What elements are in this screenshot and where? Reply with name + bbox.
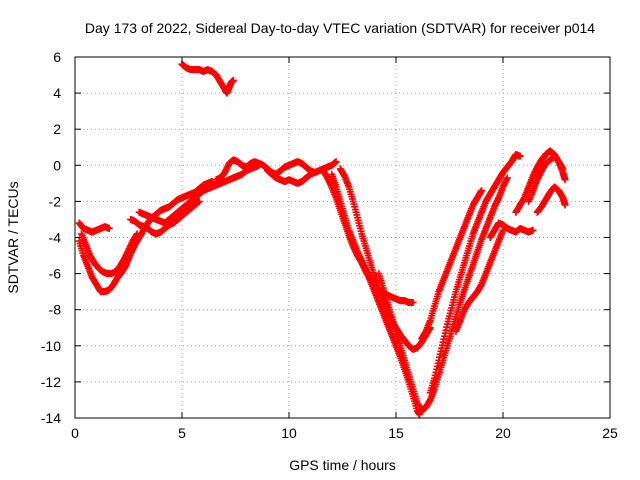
series-arc-18: [525, 152, 567, 205]
data-point: [133, 230, 141, 238]
data-point: [195, 197, 203, 205]
y-tick-label: 6: [53, 49, 61, 65]
series-arc-4: [127, 197, 203, 238]
data-point: [561, 201, 569, 209]
data-point: [516, 152, 524, 160]
x-tick-label: 20: [495, 425, 511, 441]
ticks-layer: 0 5 10 15 20 25 -14 -12 -10 -8 -6 -4 -2 0 2 4 6: [41, 49, 618, 441]
data-point: [559, 165, 567, 173]
y-tick-label: 4: [53, 85, 61, 101]
data-point: [332, 158, 340, 166]
x-tick-label: 15: [388, 425, 404, 441]
data-point: [561, 176, 569, 184]
y-tick-label: -14: [41, 410, 61, 426]
series-arc-3: [77, 230, 141, 278]
x-tick-label: 25: [602, 425, 618, 441]
y-tick-label: -6: [49, 266, 62, 282]
chart-title: Day 173 of 2022, Sidereal Day-to-day VTE…: [85, 20, 595, 36]
series-arc-1: [75, 219, 113, 236]
y-tick-label: -4: [49, 230, 62, 246]
series-arc-15: [452, 226, 507, 335]
y-tick-label: -10: [41, 338, 61, 354]
y-axis-label: SDTVAR / TECUs: [5, 181, 21, 293]
series-arc-19: [533, 183, 569, 216]
series-arc-12: [375, 174, 511, 415]
y-tick-label: 2: [53, 121, 61, 137]
series-arc-8: [264, 167, 319, 187]
data-point: [229, 76, 237, 84]
data-point: [478, 187, 486, 195]
series-arc-10: [328, 170, 424, 418]
x-tick-label: 5: [178, 425, 186, 441]
data-point: [503, 174, 511, 182]
data-point: [416, 410, 424, 418]
y-tick-label: -12: [41, 374, 61, 390]
x-tick-label: 10: [281, 425, 297, 441]
data-point: [311, 169, 319, 177]
series-arc-14: [426, 150, 524, 397]
x-axis-label: GPS time / hours: [289, 457, 396, 473]
data-point: [529, 226, 537, 234]
points-layer: [75, 60, 569, 418]
series-arc-16: [486, 219, 537, 241]
x-tick-label: 0: [71, 425, 79, 441]
series-arc-6: [178, 60, 237, 97]
data-point: [105, 224, 113, 232]
y-tick-label: -8: [49, 302, 62, 318]
series-arc-5: [135, 161, 263, 227]
series-arc-13: [418, 187, 486, 343]
y-tick-label: -2: [49, 193, 62, 209]
data-point: [409, 298, 417, 306]
y-tick-label: 0: [53, 157, 61, 173]
